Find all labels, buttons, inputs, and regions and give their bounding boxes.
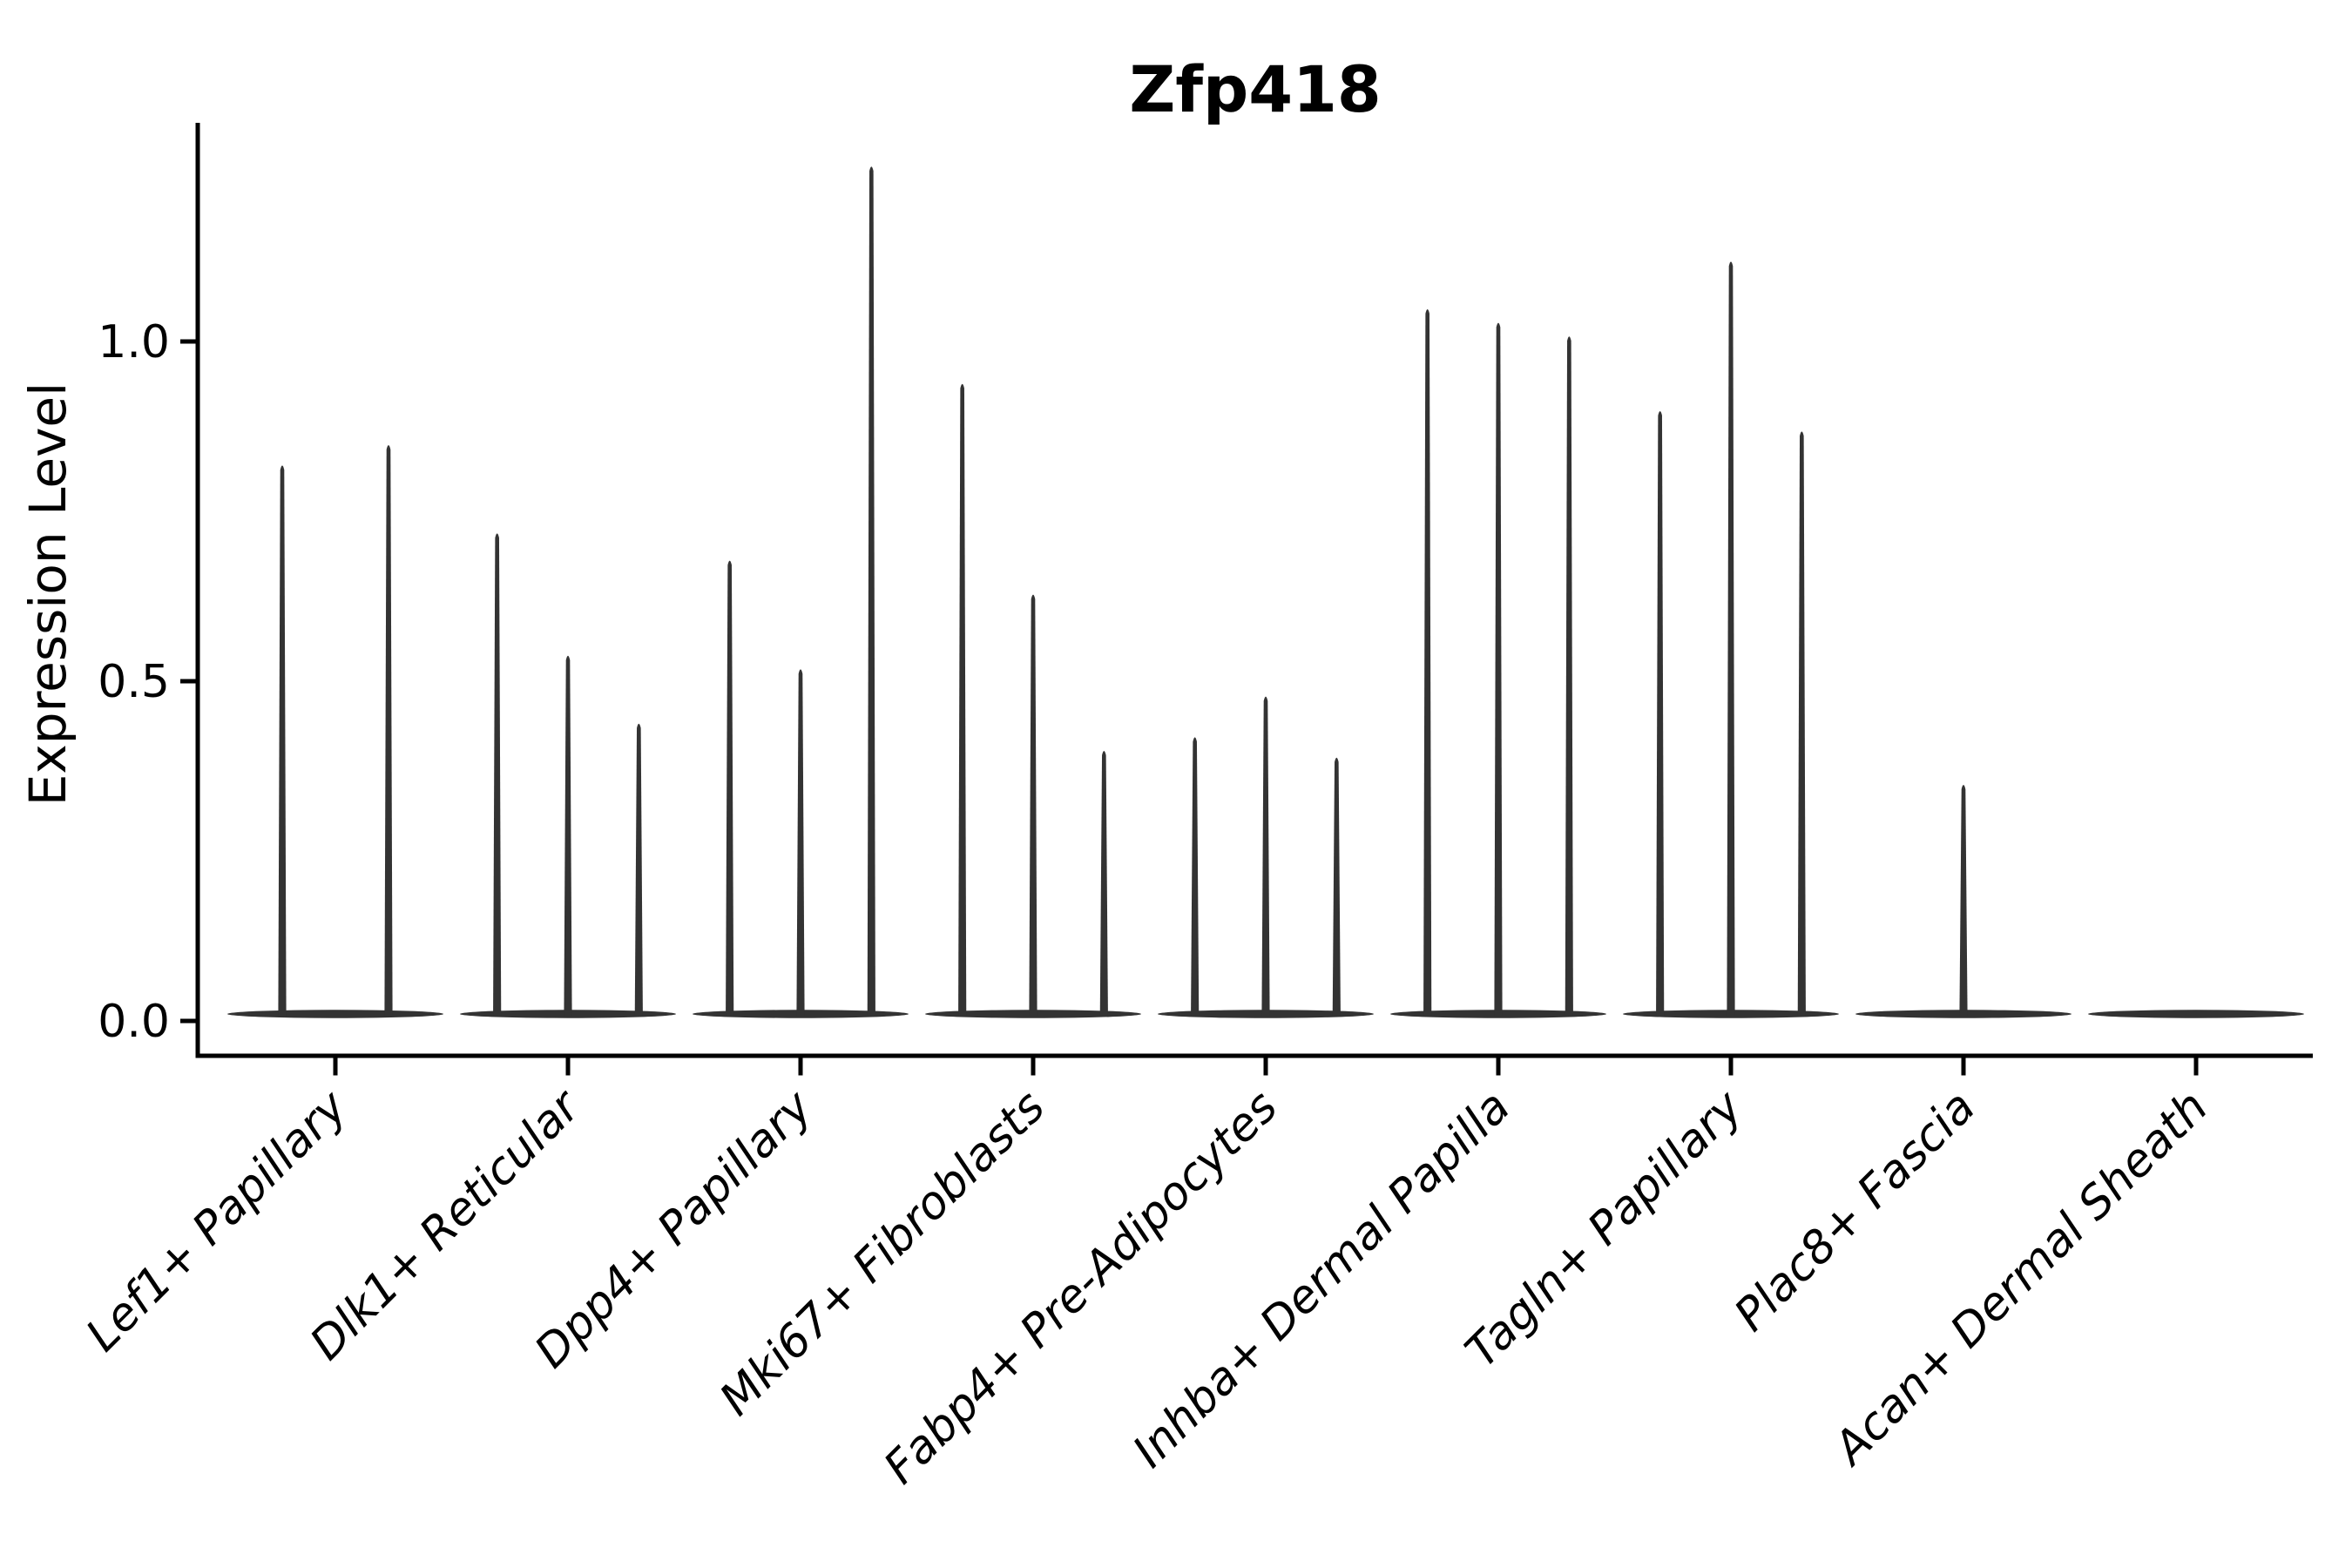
x-tick-label: Fabp4+ Pre-Adipocytes bbox=[875, 1081, 1288, 1495]
violin-needle bbox=[1099, 751, 1108, 1016]
chart-title: Zfp418 bbox=[1129, 53, 1381, 127]
violins-layer bbox=[227, 166, 2304, 1018]
y-tick-label: 1.0 bbox=[98, 316, 170, 368]
violin-needle bbox=[1261, 696, 1270, 1016]
violin-needle bbox=[1494, 322, 1503, 1017]
violin-needle bbox=[278, 465, 287, 1016]
violin-base bbox=[227, 1010, 443, 1018]
y-axis-ticks: 0.0 0.5 1.0 bbox=[98, 316, 198, 1048]
violin-needle bbox=[1727, 261, 1735, 1016]
violin-needle bbox=[634, 723, 643, 1016]
y-tick-label: 0.0 bbox=[98, 996, 170, 1048]
violin-needle bbox=[726, 560, 734, 1016]
violin-needle bbox=[564, 655, 572, 1016]
violin-needle bbox=[384, 445, 393, 1016]
y-axis-label: Expression Level bbox=[18, 382, 78, 806]
violin-needle bbox=[867, 166, 875, 1016]
violin-needle bbox=[1191, 737, 1200, 1016]
violin-needle bbox=[1797, 431, 1806, 1016]
violin-needle bbox=[1332, 757, 1341, 1016]
violin-needle bbox=[1423, 309, 1432, 1016]
violin-needle bbox=[1565, 336, 1573, 1016]
axes-spines bbox=[195, 123, 2313, 1058]
violin-needle bbox=[1029, 594, 1037, 1016]
violin-needle bbox=[493, 533, 502, 1016]
violin-needle bbox=[958, 383, 967, 1016]
violin-needle bbox=[1656, 411, 1665, 1016]
violin-needle bbox=[1959, 785, 1968, 1016]
x-tick-label: Inhba+ Dermal Papilla bbox=[1123, 1081, 1520, 1478]
violin-needle bbox=[796, 669, 805, 1016]
x-tick-label: Plac8+ Fascia bbox=[1725, 1081, 1985, 1342]
violin-base bbox=[2088, 1010, 2304, 1018]
y-tick-label: 0.5 bbox=[98, 656, 170, 708]
x-tick-label: Acan+ Dermal Sheath bbox=[1822, 1081, 2218, 1477]
